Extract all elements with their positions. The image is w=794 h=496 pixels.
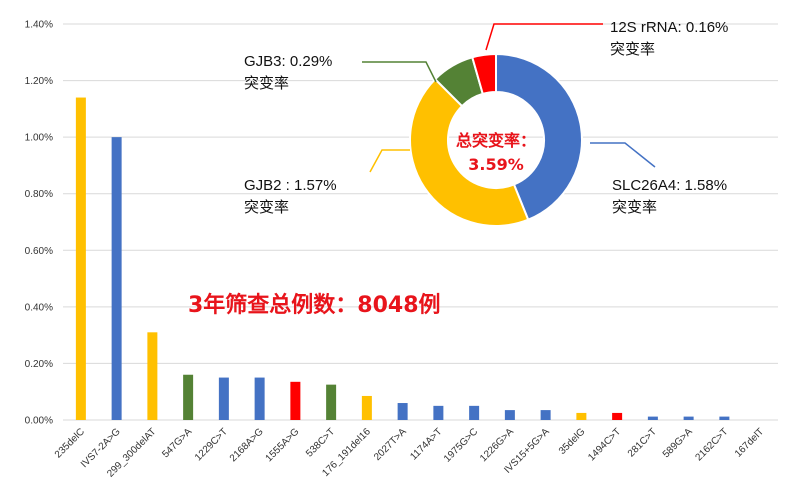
- bar: [612, 412, 623, 420]
- y-tick-label: 0.00%: [25, 416, 53, 427]
- x-tick-label: 2027T>A: [372, 426, 409, 463]
- donut-center-value: 3.59%: [468, 155, 524, 174]
- bar: [218, 377, 229, 420]
- x-tick-label: 2162C>T: [693, 426, 730, 463]
- gjb3-sub: 突变率: [244, 75, 289, 92]
- x-tick-label: 538C>T: [304, 426, 337, 459]
- bar: [397, 403, 408, 420]
- y-tick-label: 1.40%: [25, 20, 53, 31]
- bar: [683, 416, 694, 420]
- bar: [719, 416, 730, 420]
- bar: [361, 395, 372, 420]
- x-tick-label: 1229C>T: [193, 426, 230, 463]
- total-screening-annotation: 3年筛查总例数：8048例: [188, 292, 441, 318]
- donut-slice: [471, 52, 497, 96]
- y-tick-label: 0.80%: [25, 189, 53, 200]
- donut-slice: [495, 52, 583, 222]
- slc26a4-label: SLC26A4: 1.58%: [612, 177, 727, 194]
- leader-line-slc26a4: [590, 142, 656, 168]
- gjb2-sub: 突变率: [244, 199, 289, 216]
- leader-line-gjb3: [362, 61, 437, 83]
- x-tick-label: 547G>A: [160, 426, 194, 460]
- x-tick-label: 2168A>G: [228, 426, 266, 464]
- bar: [504, 410, 515, 420]
- y-tick-label: 0.60%: [25, 246, 53, 257]
- x-tick-label: 1975G>C: [442, 426, 480, 464]
- y-axis: 0.00% 0.20% 0.40% 0.60% 0.80% 1.00% 1.20% 1.40%: [25, 20, 53, 427]
- leader-line-12s: [485, 23, 603, 51]
- x-tick-label: 35delG: [557, 426, 588, 457]
- 12s-sub: 突变率: [610, 41, 655, 58]
- leader-line-gjb2: [369, 149, 410, 173]
- donut-slice: [409, 77, 530, 227]
- bar: [147, 332, 158, 420]
- bars: [75, 97, 730, 421]
- y-tick-label: 0.40%: [25, 302, 53, 313]
- bar: [183, 374, 194, 420]
- donut-chart: [409, 52, 583, 227]
- bar: [326, 384, 337, 420]
- x-tick-label: 589G>A: [661, 426, 695, 460]
- x-tick-label: 1174A>T: [408, 426, 444, 462]
- bar: [254, 377, 265, 420]
- x-tick-label: 1555A>G: [264, 426, 302, 464]
- y-tick-label: 1.00%: [25, 133, 53, 144]
- bar: [433, 405, 444, 420]
- gjb3-label: GJB3: 0.29%: [244, 53, 332, 70]
- bar: [540, 410, 551, 420]
- 12s-label: 12S rRNA: 0.16%: [610, 19, 728, 36]
- bar: [111, 137, 122, 420]
- slc26a4-sub: 突变率: [612, 199, 657, 216]
- y-tick-label: 0.20%: [25, 359, 53, 370]
- x-tick-label: 1494C>T: [586, 426, 623, 463]
- bar: [290, 381, 301, 420]
- bar: [469, 405, 480, 420]
- leader-lines: [362, 23, 656, 173]
- x-tick-label: 167delT: [733, 426, 766, 459]
- x-tick-label: 281C>T: [626, 426, 659, 459]
- bar: [75, 97, 86, 421]
- x-tick-label: 235delC: [53, 426, 87, 460]
- bar: [647, 416, 658, 420]
- y-tick-label: 1.20%: [25, 76, 53, 87]
- gridlines: [63, 23, 778, 421]
- bar: [576, 412, 587, 420]
- donut-center-title: 总突变率：: [456, 131, 536, 150]
- gjb2-label: GJB2 : 1.57%: [244, 177, 337, 194]
